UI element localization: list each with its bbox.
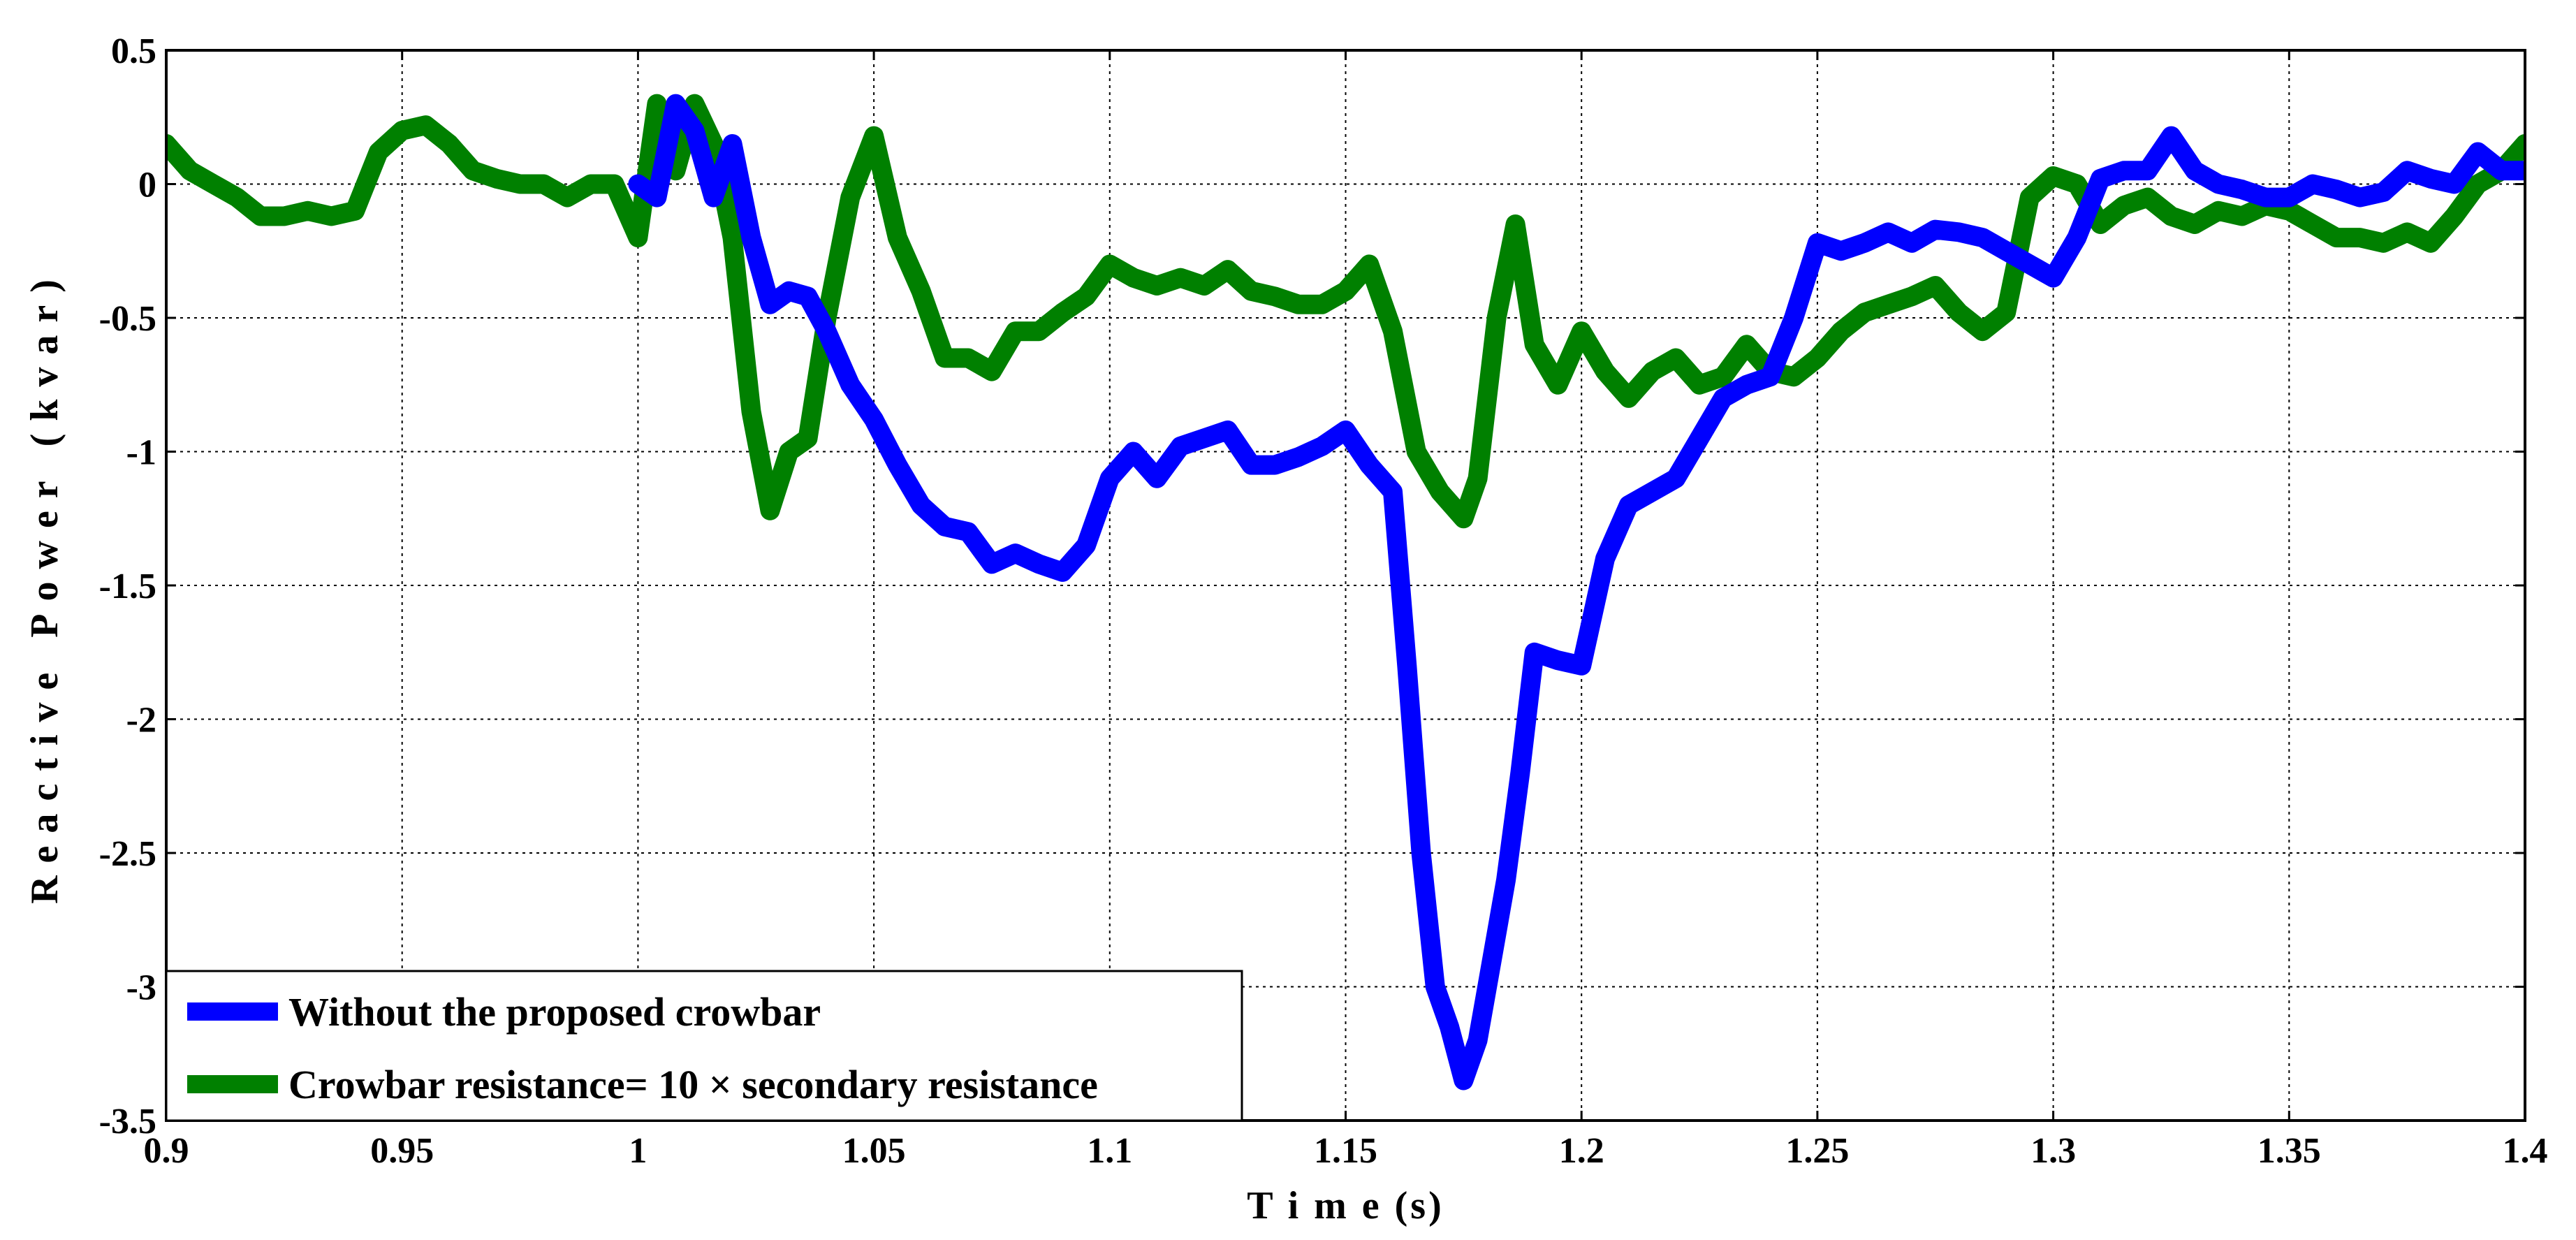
y-tick-label: -3.5 — [99, 1102, 156, 1141]
x-axis-ticks: 0.9 0.95 1 1.05 1.1 1.15 1.2 1.25 1.3 1.35 1.4 — [144, 50, 2548, 1171]
x-tick-label: 1.1 — [1087, 1131, 1132, 1171]
y-tick-label: 0.5 — [111, 31, 156, 71]
y-tick-label: -2.5 — [99, 834, 156, 874]
series-line-without-crowbar — [628, 94, 2525, 1091]
x-tick-label: 0.9 — [144, 1131, 189, 1171]
x-axis-title: T i m e (s) — [1247, 1184, 1444, 1227]
y-tick-label: 0 — [138, 166, 156, 205]
x-tick-label: 1.25 — [1785, 1131, 1849, 1171]
x-tick-label: 1.15 — [1314, 1131, 1377, 1171]
legend-label-without-crowbar: Without the proposed crowbar — [288, 989, 821, 1035]
series-layer — [166, 94, 2525, 1091]
x-tick-label: 1.3 — [2030, 1131, 2076, 1171]
y-tick-label: -0.5 — [99, 299, 156, 339]
legend-box — [165, 970, 1243, 1122]
x-tick-label: 1 — [629, 1131, 647, 1171]
y-tick-label: -2 — [126, 701, 156, 741]
x-tick-label: 0.95 — [370, 1131, 434, 1171]
legend: Without the proposed crowbar Crowbar res… — [165, 970, 1243, 1122]
y-tick-label: -1 — [126, 433, 156, 473]
y-axis-title: Reactive Power (kvar) — [23, 267, 66, 904]
x-tick-label: 1.4 — [2503, 1131, 2548, 1171]
x-tick-label: 1.05 — [842, 1131, 906, 1171]
legend-label-crowbar-resistance: Crowbar resistance= 10 × secondary resis… — [288, 1062, 1098, 1107]
x-tick-label: 1.2 — [1559, 1131, 1604, 1171]
y-axis-ticks: 0.5 0 -0.5 -1 -1.5 -2 -2.5 -3 -3.5 — [99, 31, 2525, 1141]
y-tick-label: -1.5 — [99, 567, 156, 606]
x-tick-label: 1.35 — [2257, 1131, 2321, 1171]
y-tick-label: -3 — [126, 968, 156, 1008]
series-line-crowbar-resistance — [166, 94, 2525, 529]
